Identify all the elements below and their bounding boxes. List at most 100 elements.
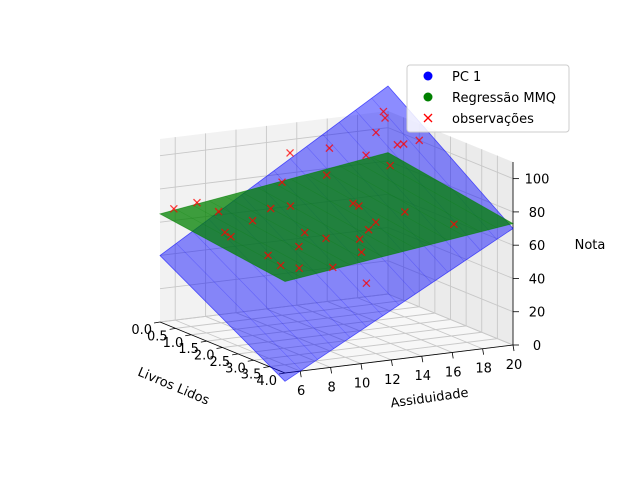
grid-line bbox=[222, 319, 451, 348]
grid-line bbox=[296, 304, 422, 357]
plane-mesh-line bbox=[208, 200, 335, 270]
observation-point bbox=[400, 208, 409, 216]
plane-mesh-line bbox=[241, 191, 367, 262]
y-tick-mark bbox=[360, 363, 363, 370]
observation-point bbox=[415, 136, 424, 145]
observation-point bbox=[381, 114, 390, 122]
x-tick-mark bbox=[278, 372, 286, 375]
observation-point bbox=[220, 228, 229, 237]
legend-marker-pc1 bbox=[423, 71, 433, 81]
observation-x-stroke bbox=[266, 204, 275, 213]
observation-point bbox=[399, 140, 408, 148]
grid-line bbox=[387, 260, 514, 313]
grid-line bbox=[159, 293, 389, 323]
observation-x-stroke bbox=[322, 234, 330, 243]
observation-point bbox=[372, 128, 380, 137]
z-tick-label: 100 bbox=[525, 173, 550, 188]
x-axis-label: Livros Lidos bbox=[135, 365, 211, 409]
legend-label-pc1: PC 1 bbox=[452, 70, 481, 85]
grid-line bbox=[387, 293, 514, 346]
observation-point bbox=[322, 171, 331, 179]
observation-x-stroke bbox=[450, 220, 458, 229]
observacoes-points bbox=[169, 107, 458, 288]
observation-point bbox=[357, 248, 366, 257]
y-tick-mark bbox=[482, 348, 484, 355]
observation-point bbox=[379, 107, 388, 116]
observation-x-stroke bbox=[322, 171, 331, 179]
x-tick-mark bbox=[232, 353, 239, 356]
observation-point bbox=[286, 148, 295, 157]
observation-point bbox=[362, 279, 371, 288]
plane-mesh-line bbox=[192, 231, 318, 360]
plane-mesh-line bbox=[273, 182, 400, 253]
x-tick-label: 0.0 bbox=[131, 323, 152, 338]
legend-marker-observacoes bbox=[423, 113, 433, 123]
y-tick-mark bbox=[421, 356, 424, 363]
observation-point bbox=[450, 220, 458, 229]
z-axis-label: Nota bbox=[575, 238, 606, 253]
observation-point bbox=[362, 151, 371, 160]
observation-x-stroke bbox=[415, 136, 424, 145]
x-tick-label: 0.5 bbox=[147, 329, 168, 344]
y-tick-label: 18 bbox=[475, 362, 492, 377]
observation-point bbox=[266, 204, 275, 213]
observation-x-stroke bbox=[386, 161, 395, 170]
observation-x-stroke bbox=[362, 279, 371, 288]
observation-x-stroke bbox=[400, 208, 409, 216]
observation-point bbox=[322, 234, 330, 243]
x-tick-mark bbox=[216, 347, 223, 349]
grid-line bbox=[327, 301, 453, 353]
grid-line bbox=[206, 312, 435, 342]
observation-x-stroke bbox=[295, 264, 304, 273]
grid-line bbox=[175, 319, 301, 372]
z-tick-label: 20 bbox=[529, 306, 546, 321]
y-tick-label: 16 bbox=[445, 365, 462, 380]
grid-line bbox=[235, 312, 362, 365]
z-tick-label: 80 bbox=[529, 206, 546, 221]
observation-x-stroke bbox=[379, 107, 388, 116]
plane-regressao bbox=[158, 152, 515, 282]
grid-line bbox=[387, 127, 514, 180]
observation-point bbox=[193, 198, 201, 207]
observation-x-stroke bbox=[399, 140, 408, 148]
legend-label-observacoes: observações bbox=[452, 112, 534, 127]
observation-point bbox=[226, 232, 235, 241]
y-tick-label: 8 bbox=[327, 380, 335, 395]
x-tick-mark bbox=[263, 366, 270, 369]
observation-x-stroke bbox=[193, 198, 201, 207]
observation-point bbox=[354, 202, 363, 210]
observation-x-stroke bbox=[169, 204, 178, 213]
observation-point bbox=[371, 218, 380, 227]
z-tick-label: 60 bbox=[529, 239, 546, 254]
observation-x-stroke bbox=[372, 128, 380, 137]
x-tick-label: 1.5 bbox=[178, 342, 199, 357]
plane-mesh-line bbox=[176, 243, 302, 371]
legend-frame bbox=[406, 64, 570, 133]
z-tick-label: 40 bbox=[529, 272, 546, 287]
y-axis-label: Assiduidade bbox=[390, 386, 470, 412]
grid-line bbox=[159, 127, 389, 157]
plane-mesh-line bbox=[224, 196, 351, 266]
y-tick-label: 14 bbox=[415, 369, 432, 384]
observation-x-stroke bbox=[300, 228, 309, 237]
grid-line bbox=[357, 297, 483, 350]
observation-x-stroke bbox=[278, 178, 286, 187]
observation-x-stroke bbox=[362, 151, 371, 160]
regressao-plane-surface bbox=[158, 152, 515, 282]
plane-mesh-line bbox=[338, 165, 465, 237]
observation-x-stroke bbox=[264, 251, 273, 260]
observation-x-stroke bbox=[294, 242, 303, 251]
x-tick-label: 2.5 bbox=[209, 355, 230, 370]
plane-mesh-line bbox=[322, 169, 449, 241]
observation-x-stroke bbox=[286, 202, 295, 211]
observation-point bbox=[278, 178, 286, 187]
y-tick-label: 20 bbox=[506, 358, 523, 373]
observation-x-stroke bbox=[226, 232, 235, 241]
grid-line bbox=[253, 331, 482, 361]
observation-x-stroke bbox=[349, 199, 358, 208]
plane-mesh-line bbox=[192, 204, 318, 274]
observation-x-stroke bbox=[381, 114, 390, 122]
observation-x-stroke bbox=[325, 144, 334, 153]
x-tick-mark bbox=[185, 334, 192, 337]
